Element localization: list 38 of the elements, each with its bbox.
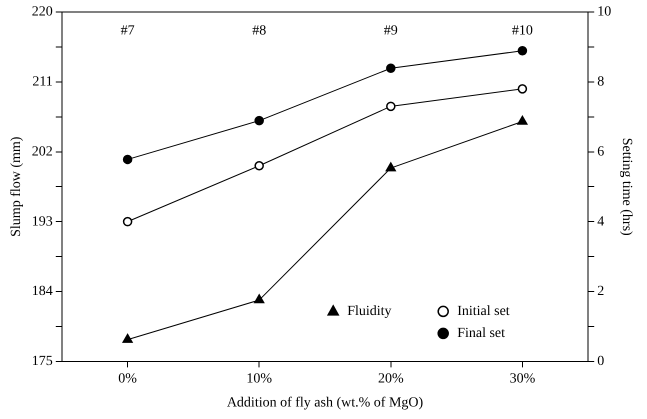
point <box>254 116 264 126</box>
point <box>386 102 396 112</box>
y-axis-title: Slump flow (mm) <box>9 136 24 237</box>
annotation: #8 <box>252 24 266 39</box>
point <box>122 216 132 226</box>
y-tick-label: 184 <box>32 284 53 300</box>
y2-tick-label: 6 <box>597 144 604 160</box>
legend-label: Final set <box>457 326 506 342</box>
point <box>386 64 396 74</box>
y2-tick-label: 8 <box>597 74 604 90</box>
x-tick-label: 20% <box>378 371 404 386</box>
legend-label: Initial set <box>457 304 510 320</box>
y2-tick-label: 4 <box>597 214 604 230</box>
legend-label: Fluidity <box>347 304 392 320</box>
point <box>254 160 264 170</box>
point <box>518 84 528 94</box>
y-tick-label: 175 <box>32 354 53 370</box>
y2-tick-label: 2 <box>597 284 604 300</box>
y-tick-label: 193 <box>32 214 53 230</box>
annotation: #7 <box>120 24 135 39</box>
point <box>254 294 264 304</box>
x-tick-label: 0% <box>118 371 138 386</box>
y-tick-label: 211 <box>32 74 53 90</box>
point <box>122 154 132 164</box>
x-tick-label: 10% <box>246 371 272 386</box>
point <box>386 162 396 172</box>
x-tick-label: 30% <box>510 371 536 386</box>
y2-axis-title: Setting time (hrs) <box>618 138 634 236</box>
y2-tick-label: 10 <box>597 4 612 20</box>
point <box>518 46 528 56</box>
point <box>517 116 528 125</box>
point <box>122 334 133 343</box>
y-tick-label: 202 <box>32 144 53 160</box>
annotation: #10 <box>512 24 533 39</box>
y2-tick-label: 0 <box>597 354 604 370</box>
y-tick-label: 220 <box>32 4 53 20</box>
annotation: #9 <box>384 24 398 39</box>
x-axis-title: Addition of fly ash (wt.% of MgO) <box>226 395 424 410</box>
